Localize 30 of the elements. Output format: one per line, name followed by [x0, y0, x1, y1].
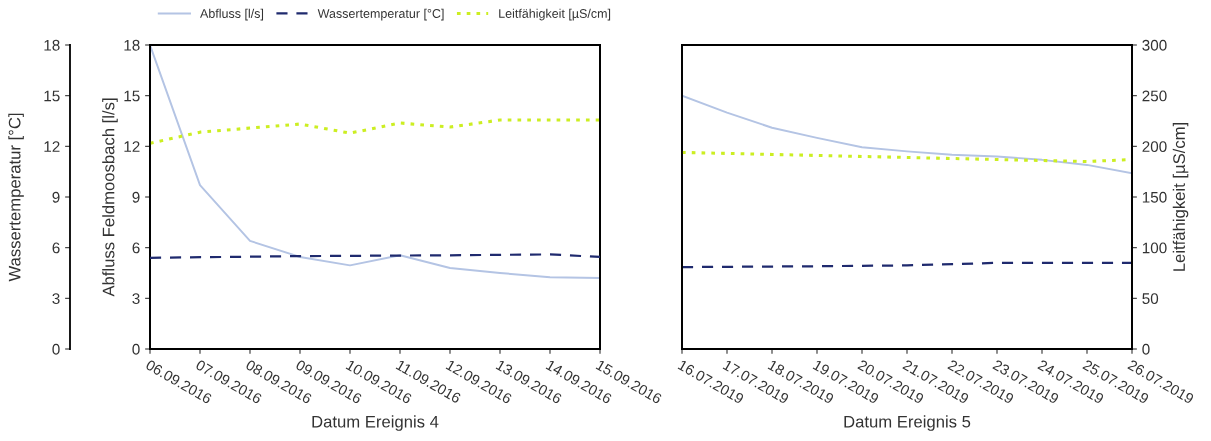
y3-tick-label: 3 [52, 293, 60, 305]
x-axis-title: Datum Ereignis 4 [312, 415, 439, 431]
y2-tick-label: 50 [1142, 293, 1159, 305]
y2-tick-label: 150 [1142, 191, 1167, 203]
y3-tick-label: 9 [52, 191, 60, 203]
legend-label: Leitfähigkeit [µS/cm] [499, 8, 611, 21]
y3-tick-label: 12 [44, 141, 60, 152]
line-series [150, 45, 600, 280]
x-axis-title: Datum Ereignis 5 [844, 415, 971, 431]
y-tick-label: 0 [132, 343, 140, 355]
y3-tick-label: 6 [52, 242, 60, 254]
y-axis-title: Abfluss Feldmoosbach [l/s] [102, 98, 118, 297]
y-tick-label: 12 [124, 141, 140, 152]
y2-tick-label: 200 [1142, 141, 1167, 153]
y2-tick-label: 0 [1142, 343, 1150, 355]
y2-tick-label: 300 [1142, 39, 1167, 51]
y2-axis-title: Leitfähigkeit [µS/cm] [1172, 122, 1189, 271]
y-tick-label: 9 [132, 191, 140, 203]
y2-tick-label: 100 [1142, 242, 1167, 254]
legend-label: Abfluss [l/s] [200, 8, 264, 21]
y-tick-label: 18 [124, 39, 140, 51]
y3-axis-title: Wassertemperatur [°C] [8, 113, 24, 282]
y3-tick-label: 0 [52, 343, 60, 355]
y3-tick-label: 18 [44, 39, 60, 51]
y-tick-label: 3 [132, 293, 140, 305]
y2-tick-label: 250 [1142, 90, 1167, 102]
y-tick-label: 6 [132, 242, 140, 254]
y-tick-label: 15 [124, 90, 140, 102]
y3-tick-label: 15 [44, 90, 60, 102]
legend-label: Wassertemperatur [°C] [317, 8, 444, 21]
